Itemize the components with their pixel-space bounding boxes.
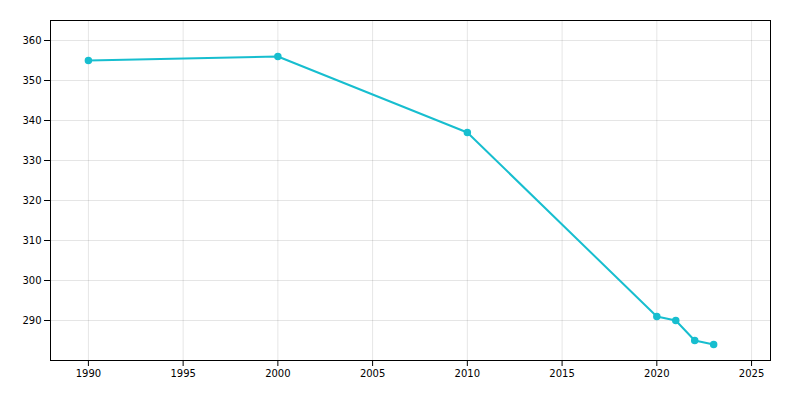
svg-text:2020: 2020: [644, 368, 669, 379]
svg-text:300: 300: [22, 275, 41, 286]
svg-text:350: 350: [22, 75, 41, 86]
svg-text:360: 360: [22, 35, 41, 46]
svg-text:310: 310: [22, 235, 41, 246]
svg-text:2005: 2005: [360, 368, 385, 379]
svg-text:2010: 2010: [455, 368, 480, 379]
svg-text:1990: 1990: [76, 368, 101, 379]
svg-text:2015: 2015: [549, 368, 574, 379]
svg-text:2000: 2000: [265, 368, 290, 379]
svg-text:340: 340: [22, 115, 41, 126]
svg-text:2025: 2025: [739, 368, 764, 379]
svg-text:290: 290: [22, 315, 41, 326]
svg-text:1995: 1995: [170, 368, 195, 379]
svg-text:320: 320: [22, 195, 41, 206]
svg-text:330: 330: [22, 155, 41, 166]
